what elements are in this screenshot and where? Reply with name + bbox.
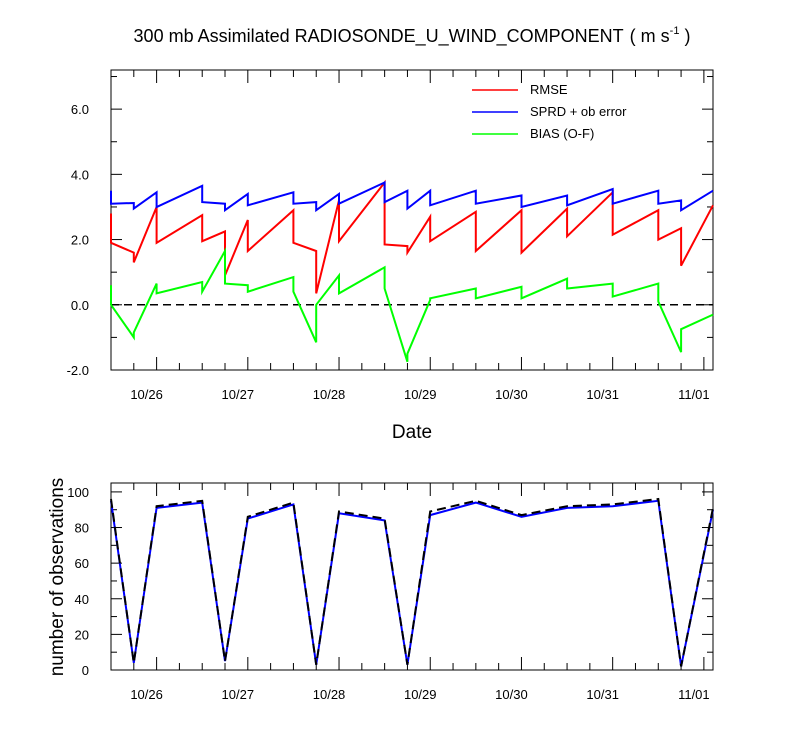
bottom-x-tick-label: 10/29: [404, 687, 437, 702]
bottom-y-tick-label: 40: [75, 592, 89, 607]
bottom-x-tick-label: 10/28: [313, 687, 346, 702]
bottom-x-tick-label: 10/31: [586, 687, 619, 702]
bottom-x-tick-label: 11/01: [678, 687, 710, 702]
top-x-tick-label: 10/28: [313, 387, 346, 402]
bottom-ticks: [110, 483, 713, 671]
bottom-series-assimilated: [110, 499, 714, 667]
chart-title: 300 mb Assimilated RADIOSONDE_U_WIND_COM…: [134, 25, 691, 47]
top-x-tick-label: 10/27: [222, 387, 255, 402]
bottom-x-tick-labels: 10/26 10/27 10/28 10/29 10/30 10/31 11/01: [130, 687, 709, 702]
bottom-series-group: [110, 497, 714, 667]
bottom-y-tick-label: 20: [75, 627, 89, 642]
top-ticks: [110, 70, 713, 371]
bottom-y-tick-label: 100: [67, 485, 89, 500]
top-y-tick-labels: -2.0 0.0 2.0 4.0 6.0: [67, 102, 89, 378]
legend-label-rmse: RMSE: [530, 82, 568, 97]
top-x-tick-label: 10/31: [586, 387, 619, 402]
bottom-y-tick-label: 0: [82, 663, 89, 678]
top-series-group: [110, 179, 714, 363]
chart-title-text: 300 mb Assimilated RADIOSONDE_U_WIND_COM…: [134, 26, 624, 47]
bottom-y-tick-label: 60: [75, 556, 89, 571]
bottom-x-tick-label: 10/27: [222, 687, 255, 702]
top-y-tick-label: 2.0: [71, 233, 89, 248]
top-x-tick-label: 11/01: [678, 387, 710, 402]
top-y-tick-label: 6.0: [71, 102, 89, 117]
bottom-plot-frame: [110, 482, 714, 671]
top-y-tick-label: -2.0: [67, 363, 89, 378]
top-x-tick-labels: 10/26 10/27 10/28 10/29 10/30 10/31 11/01: [130, 387, 709, 402]
top-x-tick-label: 10/30: [495, 387, 528, 402]
top-x-tick-label: 10/26: [130, 387, 163, 402]
units-suffix: ): [679, 26, 690, 46]
top-panel: -2.00.02.04.06.0 10/26 10/27 10/28 10/29 10/…: [67, 69, 714, 443]
bottom-x-tick-label: 10/30: [495, 687, 528, 702]
top-series-sprd-ob-error: [110, 180, 714, 213]
legend: RMSE SPRD + ob error BIAS (O-F): [472, 82, 627, 141]
x-axis-title: Date: [392, 422, 432, 443]
y-axis-title-observations: number of observations: [47, 478, 68, 677]
bottom-y-tick-labels: 0 20 40 60 80 100: [67, 485, 89, 678]
top-x-tick-label: 10/29: [404, 387, 437, 402]
bottom-series-total: [110, 497, 714, 667]
bottom-x-tick-label: 10/26: [130, 687, 163, 702]
bottom-y-tick-label: 80: [75, 521, 89, 536]
units-prefix: ( m s: [630, 26, 670, 46]
units-superscript: -1: [670, 25, 680, 37]
legend-label-bias: BIAS (O-F): [530, 126, 594, 141]
top-y-tick-label: 0.0: [71, 298, 89, 313]
top-y-tick-label: 4.0: [71, 167, 89, 182]
legend-label-sprd: SPRD + ob error: [530, 104, 627, 119]
top-series-bias-o-f: [110, 247, 714, 363]
